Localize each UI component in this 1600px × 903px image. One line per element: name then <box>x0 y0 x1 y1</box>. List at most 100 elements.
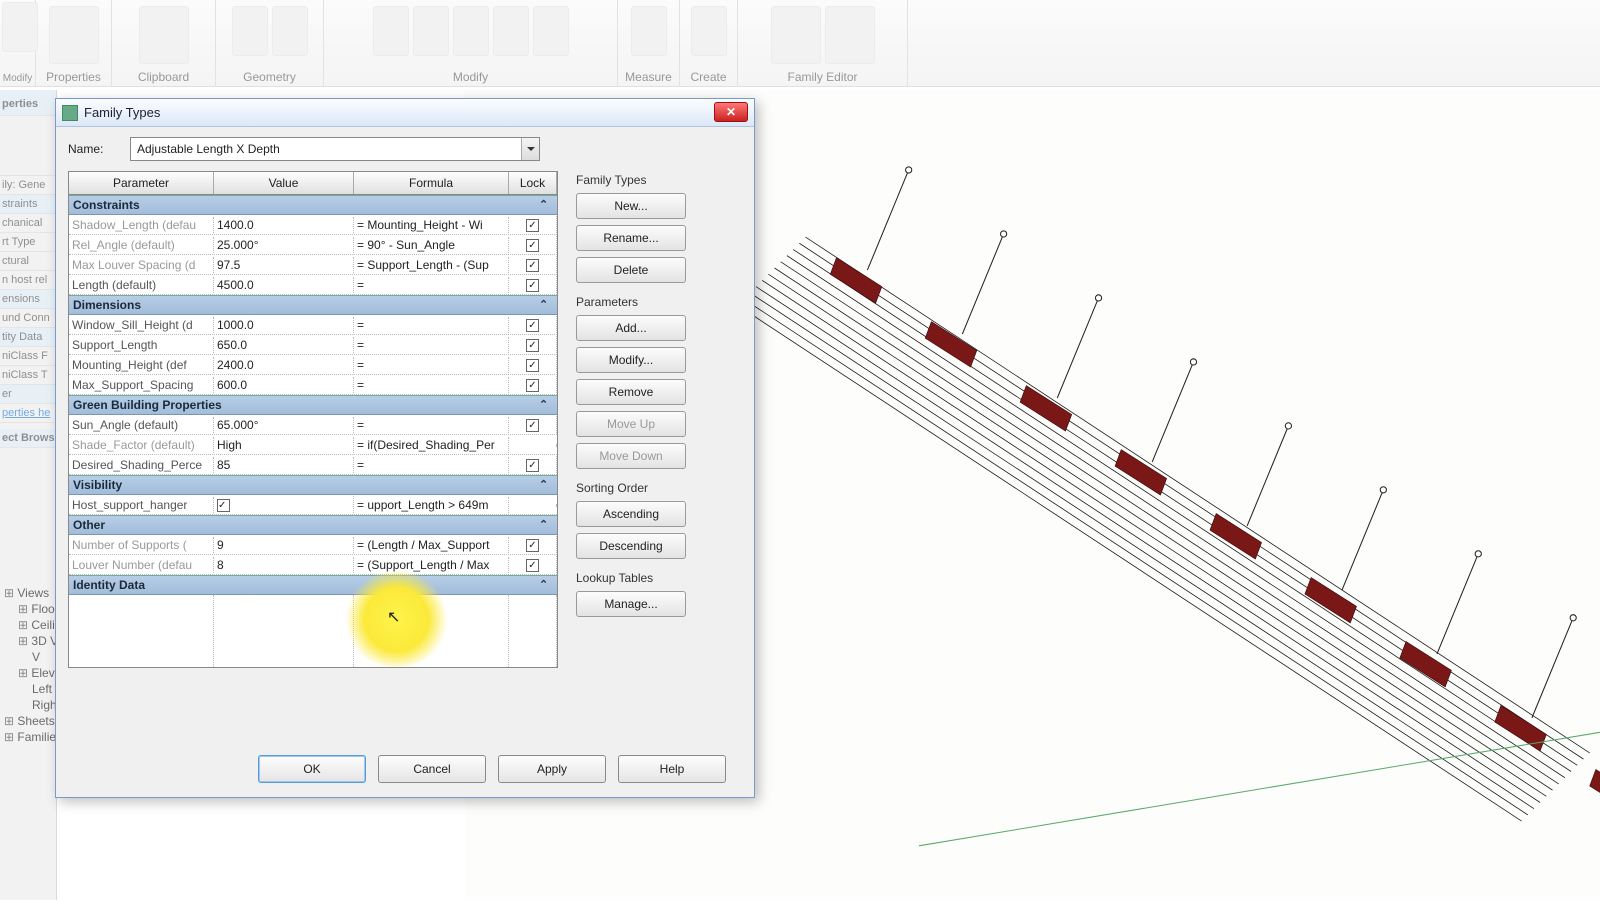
cell-formula[interactable]: = <box>354 457 509 473</box>
lock-checkbox[interactable]: ✓ <box>526 319 539 332</box>
grid-row[interactable]: Shade_Factor (default)High= if(Desired_S… <box>69 435 557 455</box>
cell-lock[interactable]: ✓ <box>509 276 557 293</box>
manage-lookup-button[interactable]: Manage... <box>576 591 686 617</box>
collapse-icon[interactable]: ⌃ <box>539 518 553 532</box>
delete-type-button[interactable]: Delete <box>576 257 686 283</box>
cell-formula[interactable]: = (Support_Length / Max <box>354 557 509 573</box>
grid-row[interactable]: Rel_Angle (default)25.000°= 90° - Sun_An… <box>69 235 557 255</box>
lock-checkbox[interactable]: ✓ <box>526 239 539 252</box>
remove-param-button[interactable]: Remove <box>576 379 686 405</box>
cell-formula[interactable]: = <box>354 377 509 393</box>
modify-param-button[interactable]: Modify... <box>576 347 686 373</box>
cell-lock[interactable]: ✓ <box>509 356 557 373</box>
cell-formula[interactable]: = Support_Length - (Sup <box>354 257 509 273</box>
create-icon[interactable] <box>691 6 727 56</box>
cell-value[interactable]: 1000.0 <box>214 317 354 333</box>
scale-icon[interactable] <box>533 6 569 56</box>
cell-lock[interactable]: ✓ <box>509 336 557 353</box>
lock-checkbox[interactable]: ✓ <box>526 379 539 392</box>
mirror-icon[interactable] <box>453 6 489 56</box>
grid-row[interactable]: Max_Support_Spacing600.0=✓ <box>69 375 557 395</box>
grid-row[interactable]: Window_Sill_Height (d1000.0=✓ <box>69 315 557 335</box>
cell-lock[interactable]: ✓ <box>509 376 557 393</box>
cell-value[interactable]: 650.0 <box>214 337 354 353</box>
cut-icon[interactable] <box>232 6 268 56</box>
col-parameter[interactable]: Parameter <box>69 172 214 194</box>
grid-section[interactable]: Green Building Properties⌃ <box>69 395 557 415</box>
array-icon[interactable] <box>493 6 529 56</box>
close-button[interactable]: ✕ <box>714 102 748 122</box>
cell-lock[interactable]: ✓ <box>509 416 557 433</box>
cell-lock[interactable] <box>509 444 557 446</box>
cell-value[interactable]: 2400.0 <box>214 357 354 373</box>
cell-lock[interactable]: ✓ <box>509 316 557 333</box>
cell-formula[interactable]: = <box>354 277 509 293</box>
collapse-icon[interactable]: ⌃ <box>539 578 553 592</box>
cell-formula[interactable]: = 90° - Sun_Angle <box>354 237 509 253</box>
grid-section[interactable]: Other⌃ <box>69 515 557 535</box>
cell-formula[interactable]: = <box>354 317 509 333</box>
move-down-button[interactable]: Move Down <box>576 443 686 469</box>
grid-row[interactable]: Number of Supports (9= (Length / Max_Sup… <box>69 535 557 555</box>
col-formula[interactable]: Formula <box>354 172 509 194</box>
measure-icon[interactable] <box>631 6 667 56</box>
collapse-icon[interactable]: ⌃ <box>539 478 553 492</box>
cell-value[interactable]: 25.000° <box>214 237 354 253</box>
grid-row[interactable]: Desired_Shading_Perce85=✓ <box>69 455 557 475</box>
lock-checkbox[interactable]: ✓ <box>526 359 539 372</box>
grid-section[interactable]: Identity Data⌃ <box>69 575 557 595</box>
lock-checkbox[interactable]: ✓ <box>526 559 539 572</box>
cell-formula[interactable]: = <box>354 417 509 433</box>
chevron-down-icon[interactable] <box>521 138 539 160</box>
lock-checkbox[interactable]: ✓ <box>526 279 539 292</box>
cell-formula[interactable]: = <box>354 337 509 353</box>
grid-row[interactable]: Mounting_Height (def2400.0=✓ <box>69 355 557 375</box>
new-type-button[interactable]: New... <box>576 193 686 219</box>
descending-button[interactable]: Descending <box>576 533 686 559</box>
add-param-button[interactable]: Add... <box>576 315 686 341</box>
grid-row[interactable]: Support_Length650.0=✓ <box>69 335 557 355</box>
cell-value[interactable]: High <box>214 437 354 453</box>
grid-section[interactable]: Constraints⌃ <box>69 195 557 215</box>
lock-checkbox[interactable]: ✓ <box>526 459 539 472</box>
cell-lock[interactable]: ✓ <box>509 256 557 273</box>
cell-formula[interactable]: = upport_Length > 649m <box>354 497 509 513</box>
grid-row[interactable]: Length (default)4500.0=✓ <box>69 275 557 295</box>
cell-value[interactable]: 65.000° <box>214 417 354 433</box>
help-button[interactable]: Help <box>618 755 726 783</box>
cell-lock[interactable]: ✓ <box>509 216 557 233</box>
cell-value[interactable]: 4500.0 <box>214 277 354 293</box>
collapse-icon[interactable]: ⌃ <box>539 198 553 212</box>
load-close-icon[interactable] <box>825 6 875 64</box>
cell-value[interactable]: 8 <box>214 557 354 573</box>
cell-lock[interactable]: ✓ <box>509 556 557 573</box>
cell-formula[interactable]: = (Length / Max_Support <box>354 537 509 553</box>
grid-row[interactable]: Louver Number (defau8= (Support_Length /… <box>69 555 557 575</box>
cell-lock[interactable]: ✓ <box>509 456 557 473</box>
cell-value[interactable]: 97.5 <box>214 257 354 273</box>
lock-checkbox[interactable]: ✓ <box>526 259 539 272</box>
cell-value[interactable]: 1400.0 <box>214 217 354 233</box>
collapse-icon[interactable]: ⌃ <box>539 398 553 412</box>
move-icon[interactable] <box>373 6 409 56</box>
apply-button[interactable]: Apply <box>498 755 606 783</box>
load-project-icon[interactable] <box>771 6 821 64</box>
lock-checkbox[interactable]: ✓ <box>526 539 539 552</box>
join-icon[interactable] <box>272 6 308 56</box>
properties-icon[interactable] <box>49 6 99 64</box>
cell-lock[interactable] <box>509 504 557 506</box>
ascending-button[interactable]: Ascending <box>576 501 686 527</box>
grid-section[interactable]: Dimensions⌃ <box>69 295 557 315</box>
grid-row[interactable]: Host_support_hanger✓= upport_Length > 64… <box>69 495 557 515</box>
paste-icon[interactable] <box>139 6 189 64</box>
type-name-combo[interactable]: Adjustable Length X Depth <box>130 137 540 161</box>
checkbox[interactable]: ✓ <box>217 499 230 512</box>
cell-lock[interactable]: ✓ <box>509 236 557 253</box>
rotate-icon[interactable] <box>413 6 449 56</box>
lock-checkbox[interactable]: ✓ <box>526 419 539 432</box>
cell-lock[interactable]: ✓ <box>509 536 557 553</box>
col-value[interactable]: Value <box>214 172 354 194</box>
move-up-button[interactable]: Move Up <box>576 411 686 437</box>
cell-value[interactable]: 85 <box>214 457 354 473</box>
cell-value[interactable]: 9 <box>214 537 354 553</box>
